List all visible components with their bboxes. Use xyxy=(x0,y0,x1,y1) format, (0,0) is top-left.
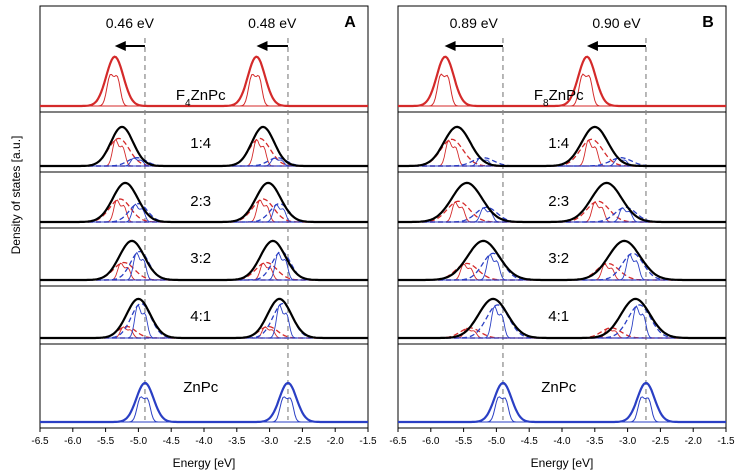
row-label: ZnPc xyxy=(541,379,577,396)
row-label-subscript: 4 xyxy=(185,98,191,109)
x-tick-label: -5.0 xyxy=(488,436,506,447)
panel-letter: A xyxy=(344,14,356,31)
total-dos-curve xyxy=(398,239,726,282)
total-dos-curve xyxy=(40,125,368,168)
x-tick-label: -6.5 xyxy=(389,436,407,447)
orbital-sub-peak xyxy=(398,396,726,423)
row-label: 3:2 xyxy=(190,250,211,267)
shift-label: 0.90 eV xyxy=(592,15,641,31)
row-label-subscript: 8 xyxy=(543,98,549,109)
component-dashed-curve xyxy=(40,325,368,339)
shift-arrow-head xyxy=(256,41,268,51)
x-tick-label: -5.5 xyxy=(97,436,115,447)
component-sharp-curve xyxy=(40,326,368,339)
total-dos-curve xyxy=(398,297,726,340)
x-tick-label: -3.5 xyxy=(586,436,604,447)
row-label: 2:3 xyxy=(190,193,211,210)
x-tick-label: -4.5 xyxy=(163,436,181,447)
component-dashed-curve xyxy=(40,325,368,339)
row-label: F8ZnPc xyxy=(534,87,584,109)
shift-label: 0.46 eV xyxy=(106,15,155,31)
row-label-rest: ZnPc xyxy=(191,87,227,104)
plot-frame xyxy=(397,5,727,429)
total-dos-curve xyxy=(40,239,368,282)
row-label: F4ZnPc xyxy=(176,87,226,109)
orbital-sub-peak xyxy=(40,396,368,423)
shift-label: 0.89 eV xyxy=(450,15,499,31)
row-label: 1:4 xyxy=(190,135,211,152)
row-label-main: F xyxy=(176,87,185,104)
total-dos-curve xyxy=(40,55,368,108)
total-dos-curve xyxy=(40,297,368,340)
x-tick-label: -2.5 xyxy=(652,436,670,447)
total-dos-curve xyxy=(40,181,368,224)
x-tick-label: -5.5 xyxy=(455,436,473,447)
x-tick-label: -2.0 xyxy=(327,436,345,447)
total-dos-curve xyxy=(40,381,368,424)
x-tick-label: -2.5 xyxy=(294,436,312,447)
x-tick-label: -3.5 xyxy=(228,436,246,447)
shift-arrow-head xyxy=(444,41,456,51)
x-tick-label: -3.0 xyxy=(619,436,637,447)
x-tick-label: -1.5 xyxy=(359,436,377,447)
x-tick-label: -6.0 xyxy=(64,436,82,447)
total-dos-curve xyxy=(398,125,726,168)
x-tick-label: -5.0 xyxy=(130,436,148,447)
x-tick-label: -6.0 xyxy=(422,436,440,447)
x-tick-label: -6.5 xyxy=(31,436,49,447)
row-label-main: F xyxy=(534,87,543,104)
total-dos-curve xyxy=(398,181,726,224)
row-label-rest: ZnPc xyxy=(549,87,585,104)
y-axis-label: Density of states [a.u.] xyxy=(9,136,23,255)
total-dos-curve xyxy=(398,381,726,424)
shift-arrow-head xyxy=(586,41,598,51)
row-label: 4:1 xyxy=(190,308,211,325)
plot-frame xyxy=(39,5,369,429)
x-tick-label: -2.0 xyxy=(685,436,703,447)
row-label: 2:3 xyxy=(548,193,569,210)
total-dos-curve xyxy=(398,55,726,108)
x-tick-label: -1.5 xyxy=(717,436,735,447)
component-sharp-curve xyxy=(40,326,368,339)
row-label: 3:2 xyxy=(548,250,569,267)
shift-arrow-head xyxy=(114,41,126,51)
x-tick-label: -4.0 xyxy=(553,436,571,447)
orbital-sub-peak xyxy=(40,396,368,423)
x-tick-label: -4.5 xyxy=(521,436,539,447)
panel-letter: B xyxy=(702,14,714,31)
row-label: 4:1 xyxy=(548,308,569,325)
x-axis-label-a: Energy [eV] xyxy=(173,456,236,470)
row-label: 1:4 xyxy=(548,135,569,152)
shift-label: 0.48 eV xyxy=(248,15,297,31)
panel-a: A -6.5 -6.0 -5.5 -5.0 -4.5 -4.0 -3.5 -3.0 -2.5 -2.… xyxy=(31,5,377,447)
x-axis-label-b: Energy [eV] xyxy=(531,456,594,470)
x-tick-label: -4.0 xyxy=(195,436,213,447)
row-label: ZnPc xyxy=(183,379,219,396)
x-tick-label: -3.0 xyxy=(261,436,279,447)
panel-b: B -6.5 -6.0 -5.5 -5.0 -4.5 -4.0 -3.5 -3.0 -2.5 -2.… xyxy=(389,5,735,447)
orbital-sub-peak xyxy=(398,396,726,423)
